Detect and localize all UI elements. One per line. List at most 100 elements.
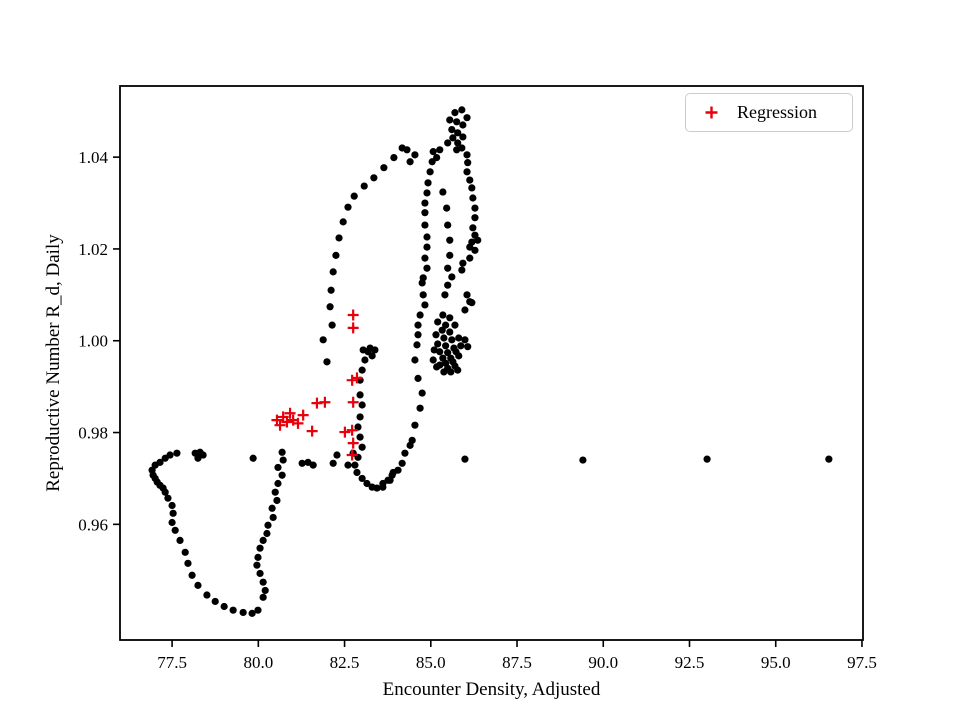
- data-point: [423, 189, 431, 197]
- data-point: [220, 602, 228, 611]
- data-point: [440, 334, 448, 342]
- data-point: [168, 501, 176, 510]
- data-point: [423, 264, 431, 272]
- data-point: [188, 571, 196, 579]
- data-point: [256, 569, 264, 578]
- x-tick-label: 92.5: [675, 653, 705, 672]
- data-point: [319, 336, 327, 344]
- data-point: [451, 321, 459, 329]
- data-point: [466, 254, 474, 262]
- data-point: [429, 356, 437, 364]
- data-point: [459, 133, 467, 141]
- data-point: [421, 301, 429, 309]
- data-point: [335, 234, 343, 242]
- data-point: [256, 544, 264, 552]
- y-tick-label: 0.98: [78, 424, 108, 443]
- data-point: [419, 291, 427, 299]
- data-point: [448, 273, 456, 281]
- data-point: [432, 331, 440, 339]
- data-point: [363, 479, 371, 488]
- data-point: [455, 334, 463, 342]
- data-point: [239, 608, 247, 617]
- data-point: [421, 221, 429, 229]
- data-point: [426, 168, 434, 176]
- data-point: [438, 326, 446, 334]
- data-point: [469, 224, 477, 232]
- data-point: [442, 342, 450, 350]
- data-point: [444, 264, 452, 272]
- data-point: [350, 192, 358, 200]
- x-tick-label: 77.5: [157, 653, 187, 672]
- data-point: [428, 158, 436, 166]
- data-point: [390, 154, 398, 162]
- data-point: [468, 184, 476, 192]
- data-point: [446, 328, 454, 336]
- data-point: [451, 109, 459, 117]
- data-point: [461, 336, 469, 344]
- data-point: [418, 389, 426, 397]
- data-point: [358, 443, 366, 451]
- data-point: [446, 236, 454, 244]
- data-point: [434, 318, 442, 326]
- data-point: [173, 449, 181, 457]
- data-point: [354, 423, 362, 431]
- data-point: [444, 221, 452, 229]
- data-point: [248, 609, 256, 617]
- data-point: [429, 148, 437, 156]
- data-point: [436, 348, 444, 356]
- data-point: [424, 179, 432, 187]
- data-point: [253, 561, 261, 569]
- data-point: [414, 374, 422, 382]
- data-point: [447, 368, 455, 376]
- data-point: [194, 454, 202, 462]
- data-point: [444, 139, 452, 147]
- regression-point: [306, 425, 318, 437]
- data-point: [461, 306, 469, 314]
- x-tick-label: 97.5: [847, 653, 877, 672]
- data-point: [454, 366, 462, 374]
- data-point: [471, 214, 479, 222]
- data-point: [471, 204, 479, 212]
- data-point: [446, 116, 454, 124]
- y-tick-label: 1.02: [78, 240, 108, 259]
- data-point: [463, 291, 471, 299]
- data-point: [259, 536, 267, 544]
- data-point: [327, 286, 335, 294]
- data-point: [468, 299, 476, 307]
- data-point: [463, 114, 471, 122]
- regression-point: [346, 374, 358, 386]
- data-point: [421, 199, 429, 207]
- data-point: [264, 521, 272, 529]
- data-point: [416, 404, 424, 412]
- data-point: [249, 454, 257, 462]
- legend: Regression: [685, 93, 853, 132]
- data-point: [278, 471, 286, 479]
- data-point: [443, 204, 451, 212]
- data-point: [463, 151, 471, 159]
- data-point: [203, 591, 211, 599]
- data-point: [416, 311, 424, 319]
- data-point: [459, 259, 467, 267]
- data-point: [414, 331, 422, 339]
- data-point: [329, 268, 337, 276]
- data-point: [471, 246, 479, 254]
- data-point: [401, 449, 409, 457]
- data-point: [326, 303, 334, 311]
- data-point: [423, 243, 431, 251]
- data-point: [421, 254, 429, 262]
- x-tick-label: 85.0: [416, 653, 446, 672]
- data-point: [421, 209, 429, 217]
- data-point: [458, 106, 466, 114]
- data-point: [411, 356, 419, 364]
- data-point: [474, 236, 482, 244]
- data-point: [351, 461, 359, 469]
- data-point: [458, 266, 466, 274]
- data-point: [184, 559, 192, 567]
- regression-point: [339, 426, 351, 438]
- data-point: [273, 496, 281, 505]
- data-point: [298, 459, 306, 467]
- x-tick-label: 87.5: [502, 653, 532, 672]
- regression-point: [347, 437, 359, 449]
- data-point: [449, 134, 457, 142]
